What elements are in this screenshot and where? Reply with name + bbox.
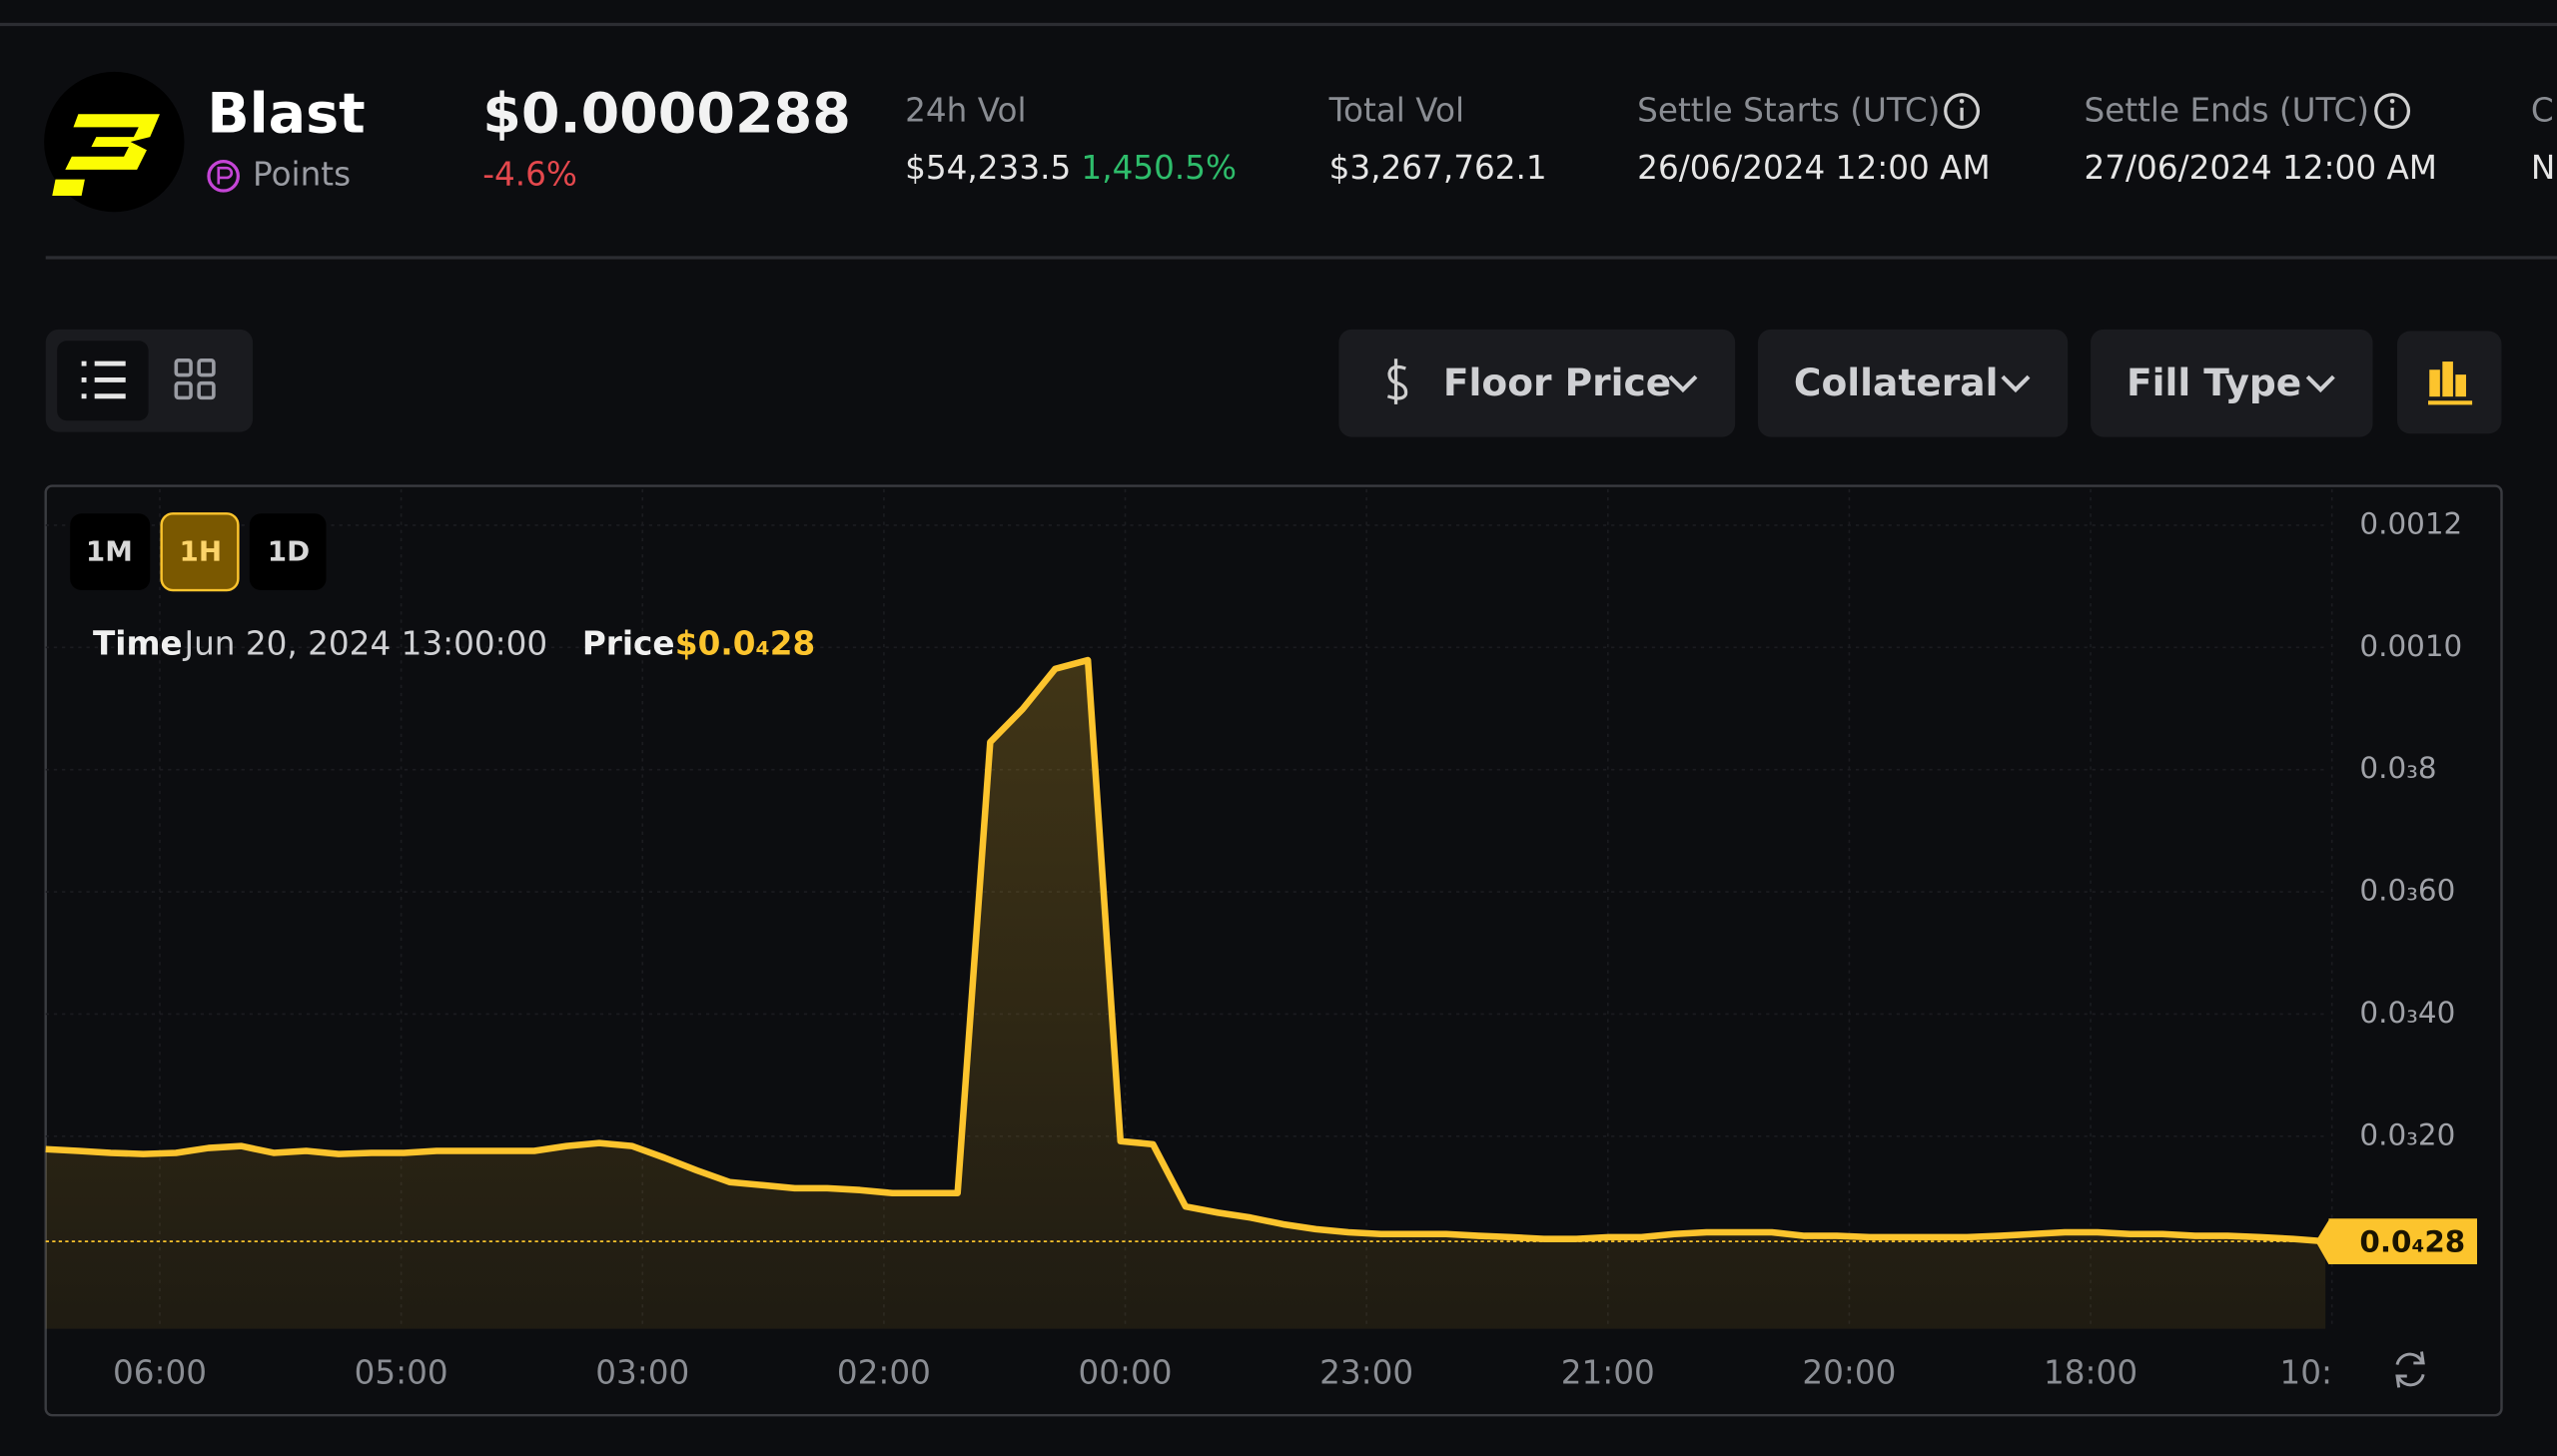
time-range-button[interactable]: 1D (249, 513, 327, 591)
x-tick-label: 02:00 (837, 1353, 931, 1391)
tooltip-price: $0.0₄28 (675, 625, 815, 663)
points-icon-glyph (217, 166, 234, 185)
x-tick-label: 21:00 (1561, 1353, 1655, 1391)
x-tick-label: 23:00 (1319, 1353, 1413, 1391)
y-tick-label: 0.0₃8 (2359, 751, 2436, 785)
time-range-button[interactable]: 1H (160, 512, 240, 592)
time-range-background (160, 512, 240, 592)
price-change: -4.6% (482, 155, 577, 193)
chevron (2001, 374, 2031, 393)
stat-change: 1,450.5% (1081, 149, 1237, 187)
filter-background (1338, 329, 1736, 437)
stat-label: Settle Starts (UTC) (1637, 92, 1940, 130)
x-tick-label: 06:00 (113, 1353, 207, 1391)
points-icon (207, 160, 241, 193)
time-range-label: 1D (268, 534, 310, 567)
stat-value: N (2531, 149, 2555, 187)
info-icon (2374, 93, 2411, 129)
x-tick-label: 10: (2279, 1353, 2332, 1391)
time-range-background (249, 513, 327, 591)
price-line (45, 656, 2326, 1245)
time-range-background (70, 513, 151, 591)
tooltip-price-label: Price (582, 625, 675, 663)
current-price-label: 0.0₄28 (2359, 1224, 2465, 1258)
filter-dropdown[interactable]: Floor Price (1338, 329, 1736, 437)
time-range-label: 1H (180, 534, 223, 567)
tooltip-time: Jun 20, 2024 13:00:00 (182, 625, 547, 663)
filter-label: Fill Type (2127, 361, 2301, 404)
x-tick-label: 05:00 (355, 1353, 448, 1391)
view-toggle (45, 329, 254, 432)
time-range-button[interactable]: 1M (70, 513, 151, 591)
info-icon-dot (1959, 98, 1965, 104)
time-range-label: 1M (86, 534, 133, 567)
plot: 0.0₃20 0.0₃40 0.0₃60 0.0₃8 0.0010 0.0012 0.0₄2… (45, 488, 2477, 1391)
stat-value: $54,233.5 (905, 149, 1071, 187)
y-tick-label: 0.0₃60 (2359, 874, 2455, 908)
token-tag: Points (253, 155, 351, 193)
filter-background (2091, 329, 2373, 437)
token-name: Blast (207, 82, 365, 147)
x-tick-label: 03:00 (595, 1353, 689, 1391)
info-icon-dot (2389, 98, 2395, 104)
stat-label: C (2531, 92, 2554, 130)
chevron (2305, 374, 2335, 393)
stat-label: Total Vol (1328, 92, 1464, 130)
stats: 24h Vol $54,233.5 1,450.5% Total Vol $3,267,… (905, 92, 2555, 187)
filter-dropdown[interactable]: Collateral (1758, 329, 2069, 437)
filter-background (1758, 329, 2069, 437)
x-tick-label: 00:00 (1078, 1353, 1172, 1391)
x-tick-label: 18:00 (2044, 1353, 2137, 1391)
dollar-icon (1386, 359, 1408, 404)
x-tick-label: 20:00 (1802, 1353, 1896, 1391)
price: $0.0000288 (482, 82, 851, 147)
chart-type-button[interactable] (2397, 331, 2502, 434)
info-icon (1944, 93, 1981, 129)
stat-value: $3,267,762.1 (1329, 149, 1547, 187)
list-icon (81, 361, 126, 399)
y-tick-label: 0.0₃20 (2359, 1117, 2455, 1151)
stat-label: 24h Vol (905, 92, 1026, 130)
filters: Floor Price Collateral Fill Type (1338, 329, 2373, 437)
area-fill (45, 660, 2326, 1329)
stat-value: 27/06/2024 12:00 AM (2085, 149, 2437, 187)
current-price-tag (2315, 1218, 2477, 1264)
filter-label: Collateral (1794, 361, 1999, 404)
stat-label: Settle Ends (UTC) (2085, 92, 2370, 130)
filter-label: Floor Price (1443, 361, 1671, 404)
chevron (1668, 374, 1698, 393)
refresh-button[interactable] (2395, 1351, 2425, 1388)
y-tick-label: 0.0012 (2359, 506, 2462, 540)
filter-dropdown[interactable]: Fill Type (2091, 329, 2373, 437)
y-tick-label: 0.0010 (2359, 629, 2462, 663)
grid-view-button[interactable] (174, 359, 216, 400)
logo (44, 71, 185, 213)
tooltip-time-label: Time (93, 625, 183, 663)
y-tick-label: 0.0₃40 (2359, 996, 2455, 1030)
stat-value: 26/06/2024 12:00 AM (1637, 149, 1990, 187)
